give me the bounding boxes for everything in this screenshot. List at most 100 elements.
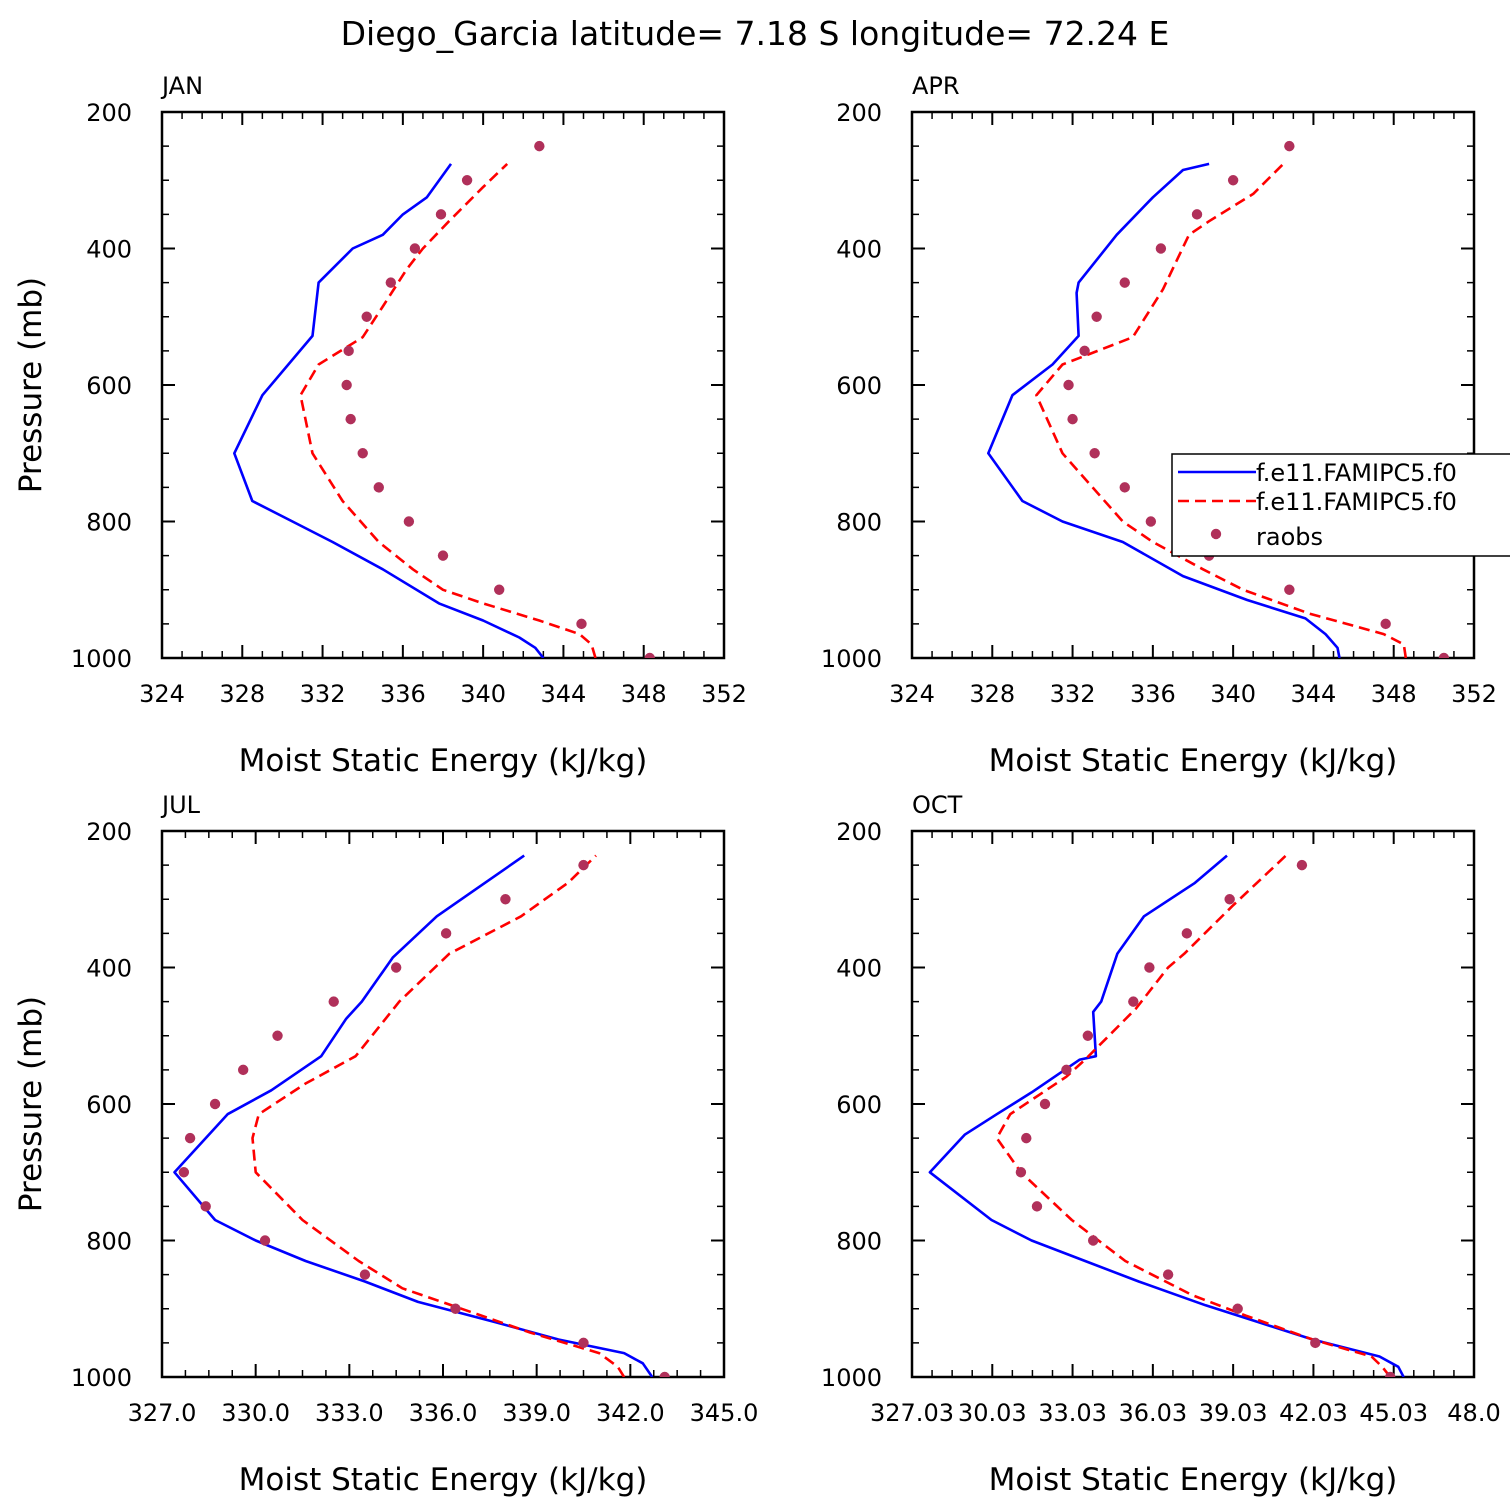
raobs-point — [450, 1303, 461, 1314]
raobs-point — [409, 243, 421, 254]
raobs-point — [237, 1064, 249, 1076]
y-tick-label: 400 — [836, 236, 882, 264]
plot-frame — [910, 829, 1476, 1379]
y-tick-label: 200 — [836, 818, 882, 846]
y-tick-label: 600 — [836, 372, 882, 400]
raobs-point — [209, 1098, 221, 1110]
panel-label: JUL — [160, 791, 201, 819]
y-tick-label: 200 — [86, 99, 132, 127]
panel-oct: OCT 327.03 30.03 33.03 36.03 39.03 42.03 45.03 4… — [821, 791, 1501, 1498]
raobs-point — [461, 175, 473, 186]
raobs-point — [390, 962, 402, 973]
x-tick-label: 327.0 — [128, 1399, 197, 1427]
raobs-point — [357, 448, 368, 459]
raobs-point — [343, 345, 354, 357]
x-tick-label: 36.03 — [1118, 1399, 1187, 1427]
y-axis-label: Pressure (mb) — [13, 277, 49, 493]
x-tick-label: 352 — [701, 680, 747, 708]
series-line-solid — [173, 854, 654, 1377]
y-tick-label: 800 — [86, 1228, 132, 1256]
raobs-point — [1039, 1098, 1051, 1110]
x-tick-label: 39.03 — [1199, 1399, 1268, 1427]
raobs-point — [1232, 1303, 1243, 1314]
raobs-point — [1145, 516, 1157, 527]
x-tick-label: 328 — [969, 680, 1015, 708]
raobs-point — [361, 311, 372, 322]
x-tick-label: 330.0 — [221, 1399, 290, 1427]
x-tick-label: 344 — [541, 680, 587, 708]
raobs-point — [1067, 413, 1078, 425]
x-tick-label: 336 — [380, 680, 426, 708]
raobs-point — [1296, 859, 1308, 871]
raobs-point — [534, 140, 545, 152]
raobs-point — [272, 1030, 283, 1041]
raobs-point — [1119, 277, 1130, 288]
raobs-point — [494, 584, 505, 595]
x-axis-label: Moist Static Energy (kJ/kg) — [989, 1462, 1398, 1498]
x-tick-label: 340 — [1210, 680, 1256, 708]
raobs-point — [440, 928, 452, 939]
legend-entry: f.e11.FAMIPC5.f0 — [1256, 459, 1457, 487]
plot-frame — [910, 110, 1476, 660]
y-tick-label: 400 — [836, 955, 882, 983]
raobs-point — [1089, 448, 1100, 459]
x-tick-label: 344 — [1291, 680, 1337, 708]
x-tick-label: 328 — [219, 680, 265, 708]
raobs-point — [435, 209, 447, 220]
raobs-point — [578, 1337, 589, 1349]
x-tick-label: 336.0 — [409, 1399, 478, 1427]
plot-area — [928, 854, 1405, 1377]
raobs-point — [1079, 345, 1090, 357]
y-tick-label: 200 — [86, 818, 132, 846]
x-tick-label: 333.0 — [315, 1399, 384, 1427]
raobs-point — [1310, 1337, 1321, 1349]
y-tick-label: 400 — [86, 236, 132, 264]
raobs-point — [1224, 894, 1235, 905]
raobs-point — [328, 996, 339, 1007]
x-tick-label: 30.03 — [958, 1399, 1027, 1427]
raobs-point — [403, 516, 415, 527]
x-tick-label: 348 — [1371, 680, 1417, 708]
raobs-point — [1284, 584, 1295, 595]
raobs-point — [576, 618, 587, 630]
panel-apr: APR 324 328 332 336 340 344 348 352 200 400 600 800 1… — [821, 72, 1510, 779]
panel-label: OCT — [912, 791, 963, 819]
raobs-point — [1155, 243, 1167, 254]
raobs-point — [259, 1235, 271, 1246]
x-tick-label: 324 — [139, 680, 185, 708]
x-tick-label: 342.0 — [596, 1399, 665, 1427]
y-tick-label: 800 — [836, 1228, 882, 1256]
raobs-point — [1087, 1235, 1099, 1246]
raobs-point — [1063, 379, 1074, 391]
x-tick-label: 324 — [889, 680, 935, 708]
x-tick-label: 42.03 — [1279, 1399, 1348, 1427]
y-tick-label: 400 — [86, 955, 132, 983]
raobs-point — [1128, 996, 1139, 1007]
y-tick-label: 1000 — [71, 645, 132, 673]
raobs-point — [385, 277, 397, 288]
raobs-point — [500, 894, 511, 905]
raobs-point — [1021, 1132, 1032, 1144]
raobs-point — [345, 413, 356, 425]
x-tick-label: 348 — [621, 680, 667, 708]
y-axis-label: Pressure (mb) — [13, 996, 49, 1212]
x-tick-label: 48.0 — [1447, 1399, 1500, 1427]
raobs-point — [373, 482, 384, 493]
legend-marker — [1210, 528, 1222, 540]
raobs-point — [659, 1371, 670, 1377]
raobs-point — [1385, 1371, 1396, 1377]
x-tick-label: 45.03 — [1359, 1399, 1428, 1427]
x-tick-label: 332 — [300, 680, 346, 708]
y-tick-label: 1000 — [821, 1364, 882, 1392]
y-tick-label: 600 — [836, 1091, 882, 1119]
raobs-point — [1181, 928, 1193, 939]
y-tick-label: 200 — [836, 99, 882, 127]
panels: JAN 324 328 332 336 340 344 348 352 200 400 600 800 1… — [13, 72, 1510, 1498]
x-tick-label: 33.03 — [1038, 1399, 1107, 1427]
series-line-dashed — [299, 162, 597, 658]
raobs-point — [1119, 482, 1130, 493]
raobs-point — [1284, 140, 1295, 152]
raobs-point — [1061, 1064, 1072, 1076]
raobs-point — [1015, 1167, 1027, 1178]
